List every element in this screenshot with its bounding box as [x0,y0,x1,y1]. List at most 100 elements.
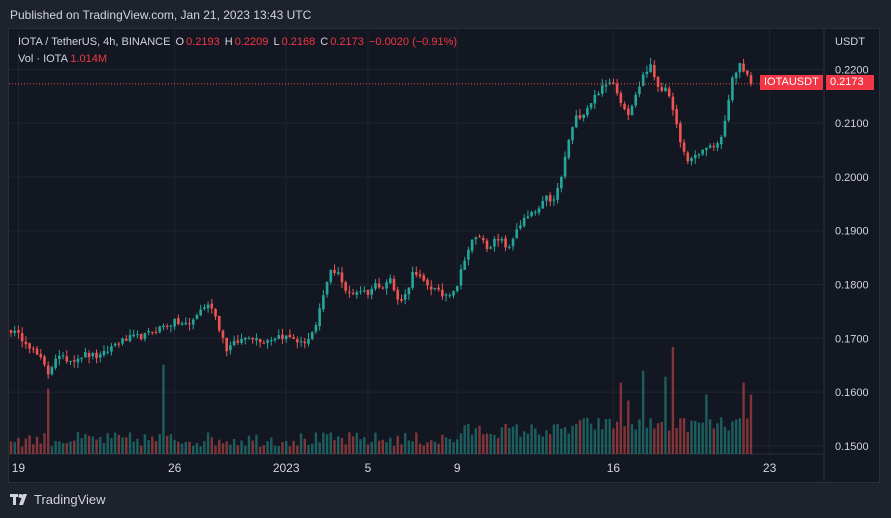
candle-body [69,360,72,362]
candle-body [682,142,686,152]
candle-body [407,287,411,295]
candle-body [188,323,191,325]
candle-body [388,278,392,284]
volume-bar [418,443,422,454]
volume-bar [586,417,589,454]
candle-body [184,322,188,325]
candle-body [362,290,366,292]
volume-bar [500,427,504,454]
volume-bar [489,433,492,454]
volume-bar [660,422,663,454]
volume-bar [296,445,299,454]
candle-body [151,331,154,333]
volume-bar [9,441,13,454]
candle-body [61,355,65,357]
volume-bar [65,443,68,454]
chart-frame[interactable]: 0.2200 0.2100 0.2000 0.1900 0.1800 0.1700 0.16… [8,28,880,483]
volume-bar [102,443,106,454]
volume-bar [95,439,98,454]
candle-body [102,350,106,356]
volume-bar [299,433,303,454]
volume-bar [147,440,150,454]
y-tick-label: 0.1900 [835,226,869,238]
low-label: L [273,36,280,48]
candle-body [738,63,742,73]
candle-body [76,358,80,363]
candle-body [459,269,463,286]
volume-bar [437,443,440,454]
volume-bar [69,441,72,454]
volume-bar [84,434,87,454]
volume-bar [344,444,347,454]
candle-body [448,295,452,297]
volume-bar [39,443,42,454]
volume-bar [508,427,511,454]
volume-bar [177,441,180,454]
candle-body [444,294,448,296]
x-tick-label: 9 [454,461,461,475]
candle-body [541,201,545,209]
volume-bar [262,445,266,454]
candle-body [630,105,634,116]
volume-bar [277,446,280,454]
candle-body [571,127,574,141]
volume-bar [697,422,701,454]
volume-bar [132,441,135,454]
candle-body [396,289,400,300]
candle-body [284,335,288,340]
candle-body [124,338,128,341]
volume-bar [151,436,154,454]
candle-body [749,75,753,84]
candle-body [173,318,176,327]
volume-bar [377,440,381,454]
candle-body [128,335,132,342]
volume-bar [370,441,373,454]
candle-body [563,156,567,177]
candle-body [708,145,712,148]
candle-body [58,355,61,360]
volume-bar [17,437,20,454]
candle-body [359,291,362,293]
volume-bar [214,445,217,454]
symbol-label[interactable]: IOTA / TetherUS, 4h, BINANCE [18,36,171,48]
candle-body [589,103,593,108]
last-price-tag: 0.2173 [826,75,874,91]
candle-body [217,315,221,331]
candle-body [452,290,455,296]
volume-bar [50,446,54,454]
volume-bar [288,446,292,454]
candle-body [470,239,474,251]
candle-body [612,82,615,84]
candle-body [574,115,578,128]
volume-bar [314,432,318,454]
volume-bar [567,433,570,454]
volume-bar [351,436,355,454]
candle-body [511,239,515,247]
candle-body [229,345,232,351]
volume-bar [32,444,35,454]
volume-bar [244,445,247,454]
volume-bar [426,442,429,454]
volume-bar [303,438,306,454]
volume-bar [422,445,425,454]
candle-body [106,351,109,353]
candle-body [507,247,511,249]
y-tick-label: 0.2000 [835,172,869,184]
volume-bar [742,382,745,454]
candle-body [299,341,303,343]
candle-body [325,281,329,295]
candle-body [690,157,693,162]
volume-bar [281,442,284,454]
candle-body [615,83,619,94]
volume-bar [727,430,730,454]
x-tick-label: 19 [12,461,26,475]
candle-body [136,334,139,336]
volume-bar [552,424,556,454]
volume-bar [58,441,61,454]
candle-body [403,294,407,300]
volume-bar [307,444,310,454]
volume-bar [671,346,675,454]
price-chart[interactable]: 0.2200 0.2100 0.2000 0.1900 0.1800 0.1700 0.16… [9,29,879,482]
change-value: −0.0020 (−0.91%) [368,36,458,48]
candle-body [500,239,504,241]
